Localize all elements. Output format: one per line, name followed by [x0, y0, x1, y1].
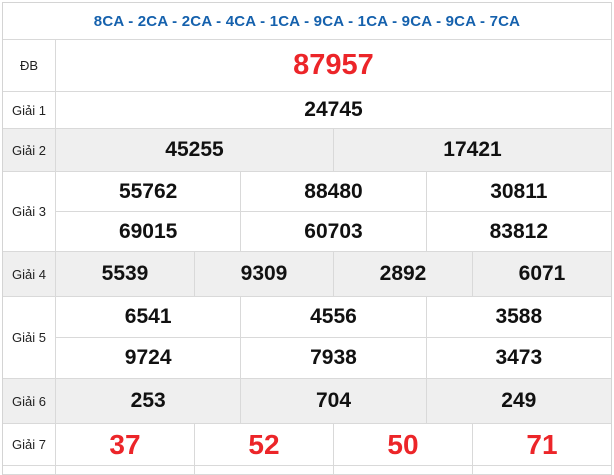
prize-number-cell: 5539 [101, 262, 149, 285]
prize-number-cell: 4556 [240, 297, 425, 337]
prize-number-cell: 6071 [472, 252, 611, 296]
prize-number-cell: 704 [240, 379, 425, 423]
prize-number-cell: 83812 [425, 212, 611, 251]
prize-number-cell: 253 [130, 389, 166, 412]
prize-number-cell: 37 [109, 428, 141, 460]
special-prize-number: 87957 [293, 49, 374, 81]
prize-number-cell: 60703 [240, 212, 425, 251]
prize-number-cell: 69015 [118, 219, 178, 243]
prize-number-cell: 2892 [333, 252, 472, 296]
prize-row-2: Giải 2 45255 17421 [3, 129, 611, 172]
head-tail-codes-text: 8CA - 2CA - 2CA - 4CA - 1CA - 9CA - 1CA … [93, 12, 521, 30]
prize-row-3: Giải 3 55762 88480 30811 69015 60703 838… [3, 172, 611, 252]
prize-number-cell: 3473 [425, 338, 611, 378]
head-tail-codes-row: 8CA - 2CA - 2CA - 4CA - 1CA - 9CA - 1CA … [3, 3, 611, 40]
clipped-cell [472, 466, 611, 474]
prize-row-4: Giải 4 5539 9309 2892 6071 [3, 252, 611, 297]
prize-row-1: Giải 1 24745 [3, 92, 611, 129]
clipped-next-row [3, 466, 611, 475]
prize-label-2: Giải 2 [3, 129, 56, 171]
prize-row-special: ĐB 87957 [3, 40, 611, 92]
clipped-cell [194, 466, 333, 474]
prize-label-special: ĐB [3, 40, 56, 91]
prize-number-cell: 30811 [425, 172, 611, 211]
prize-number-cell: 3588 [425, 297, 611, 337]
prize-number-cell: 45255 [165, 138, 224, 161]
prize-number-cell: 249 [425, 379, 611, 423]
prize-label-4: Giải 4 [3, 252, 56, 296]
prize-row-6: Giải 6 253 704 249 [3, 379, 611, 424]
prize-number-cell: 50 [333, 424, 472, 465]
prize-label-3: Giải 3 [3, 172, 56, 251]
clipped-label-cell [3, 466, 56, 474]
prize-label-5: Giải 5 [3, 297, 56, 378]
prize-number-cell: 6541 [124, 305, 172, 328]
prize-number-cell: 9309 [194, 252, 333, 296]
prize-row-5: Giải 5 6541 4556 3588 9724 7938 3473 [3, 297, 611, 379]
prize-number-cell: 24745 [304, 98, 363, 121]
prize-number-cell: 17421 [333, 129, 611, 171]
prize-row-7: Giải 7 37 52 50 71 [3, 424, 611, 466]
prize-number-cell: 52 [194, 424, 333, 465]
prize-number-cell: 9724 [124, 346, 172, 369]
prize-label-1: Giải 1 [3, 92, 56, 128]
prize-number-cell: 55762 [118, 179, 178, 203]
clipped-cell [56, 466, 194, 474]
prize-number-cell: 7938 [240, 338, 425, 378]
clipped-cell [333, 466, 472, 474]
prize-label-7: Giải 7 [3, 424, 56, 465]
prize-number-cell: 71 [472, 424, 611, 465]
prize-number-cell: 88480 [240, 172, 425, 211]
prize-label-6: Giải 6 [3, 379, 56, 423]
